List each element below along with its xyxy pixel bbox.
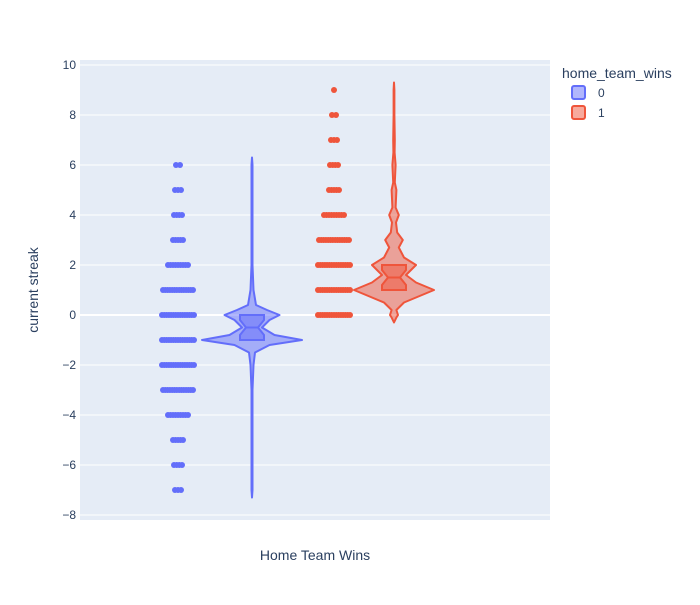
data-point[interactable] bbox=[177, 162, 183, 168]
data-point[interactable] bbox=[347, 312, 353, 318]
legend-title: home_team_wins bbox=[562, 65, 672, 81]
data-point[interactable] bbox=[178, 187, 184, 193]
data-point[interactable] bbox=[190, 387, 196, 393]
data-point[interactable] bbox=[191, 312, 197, 318]
data-point[interactable] bbox=[333, 112, 339, 118]
points-series-1 bbox=[315, 87, 353, 318]
y-tick-label: −6 bbox=[62, 458, 76, 472]
violin-series-0 bbox=[201, 156, 303, 499]
y-tick-labels: −8 −6 −4 −2 0 2 4 6 8 10 bbox=[62, 58, 76, 522]
y-tick-label: −8 bbox=[62, 508, 76, 522]
data-point[interactable] bbox=[178, 487, 184, 493]
data-point[interactable] bbox=[347, 262, 353, 268]
legend-items: 01 bbox=[571, 85, 605, 120]
legend-label: 0 bbox=[598, 86, 605, 100]
data-point[interactable] bbox=[185, 412, 191, 418]
y-tick-label: 2 bbox=[69, 258, 76, 272]
violin-series-1 bbox=[353, 81, 435, 324]
data-point[interactable] bbox=[185, 262, 191, 268]
points-layer bbox=[159, 87, 353, 493]
y-tick-label: 6 bbox=[69, 158, 76, 172]
y-tick-label: −2 bbox=[62, 358, 76, 372]
data-point[interactable] bbox=[334, 137, 340, 143]
y-axis-title: current streak bbox=[25, 246, 41, 333]
data-point[interactable] bbox=[346, 237, 352, 243]
violin-layer bbox=[201, 81, 435, 499]
legend-item-1[interactable]: 1 bbox=[571, 105, 605, 120]
data-point[interactable] bbox=[191, 337, 197, 343]
data-point[interactable] bbox=[336, 187, 342, 193]
data-point[interactable] bbox=[347, 287, 353, 293]
points-series-0 bbox=[159, 162, 197, 493]
legend: home_team_wins 01 bbox=[562, 65, 672, 120]
legend-swatch bbox=[571, 105, 586, 120]
legend-swatch bbox=[571, 85, 586, 100]
data-point[interactable] bbox=[335, 162, 341, 168]
data-point[interactable] bbox=[180, 237, 186, 243]
legend-item-0[interactable]: 0 bbox=[571, 85, 605, 100]
violin-body[interactable] bbox=[353, 81, 435, 324]
y-tick-label: 8 bbox=[69, 108, 76, 122]
x-axis-title: Home Team Wins bbox=[260, 547, 370, 563]
y-tick-label: −4 bbox=[62, 408, 76, 422]
y-tick-label: 10 bbox=[63, 58, 77, 72]
data-point[interactable] bbox=[191, 362, 197, 368]
y-tick-label: 4 bbox=[69, 208, 76, 222]
data-point[interactable] bbox=[341, 212, 347, 218]
data-point[interactable] bbox=[179, 462, 185, 468]
y-tick-label: 0 bbox=[69, 308, 76, 322]
legend-label: 1 bbox=[598, 106, 605, 120]
data-point[interactable] bbox=[179, 212, 185, 218]
data-point[interactable] bbox=[331, 87, 337, 93]
data-point[interactable] bbox=[190, 287, 196, 293]
data-point[interactable] bbox=[180, 437, 186, 443]
